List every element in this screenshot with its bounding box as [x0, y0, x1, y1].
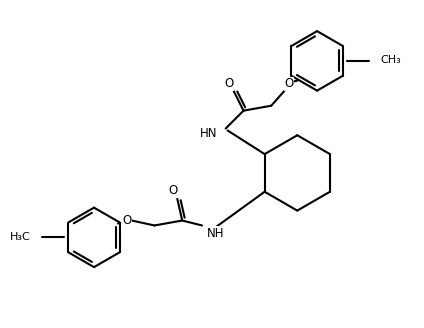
Text: CH₃: CH₃	[381, 55, 401, 65]
Text: O: O	[169, 184, 178, 197]
Text: O: O	[122, 214, 131, 227]
Text: NH: NH	[207, 227, 225, 240]
Text: HN: HN	[200, 127, 218, 140]
Text: H₃C: H₃C	[10, 232, 31, 242]
Text: O: O	[285, 77, 294, 91]
Text: O: O	[224, 77, 233, 91]
